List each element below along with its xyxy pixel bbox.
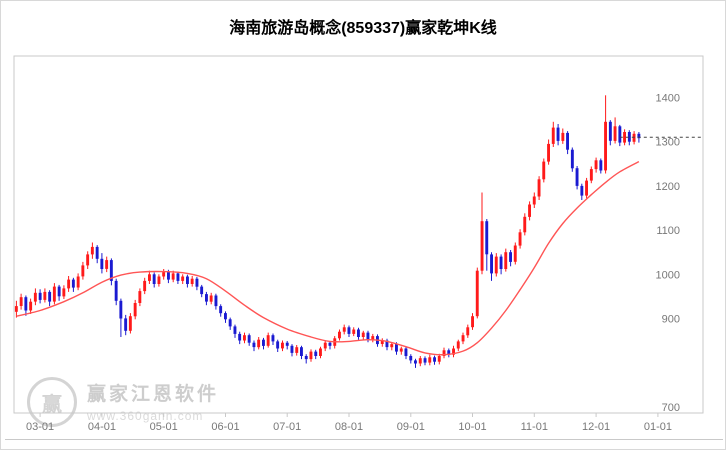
svg-text:06-01: 06-01 (211, 421, 239, 433)
svg-text:1400: 1400 (656, 93, 680, 105)
svg-text:09-01: 09-01 (397, 421, 425, 433)
svg-text:1000: 1000 (656, 269, 680, 281)
svg-text:11-01: 11-01 (521, 421, 548, 433)
svg-text:03-01: 03-01 (26, 421, 54, 433)
plot-border (13, 55, 704, 414)
watermark-logo-icon: 赢 (27, 377, 77, 427)
svg-text:01-01: 01-01 (644, 421, 672, 433)
svg-text:05-01: 05-01 (150, 421, 178, 433)
svg-text:900: 900 (662, 313, 680, 325)
svg-text:1300: 1300 (656, 137, 680, 149)
svg-text:04-01: 04-01 (88, 421, 116, 433)
svg-text:1100: 1100 (656, 225, 680, 237)
svg-text:10-01: 10-01 (458, 421, 486, 433)
x-axis-labels: 03-01 04-01 05-01 06-01 07-01 08-01 09-01 10-01… (26, 413, 672, 433)
ma-line (16, 160, 640, 356)
chart-title: 海南旅游岛概念(859337)赢家乾坤K线 (229, 20, 497, 37)
watermark-brand: 赢家江恩软件 (87, 384, 220, 405)
svg-text:07-01: 07-01 (273, 421, 301, 433)
y-axis-labels: 700 900 1000 1100 1200 1300 1400 (656, 93, 680, 414)
svg-text:1200: 1200 (656, 181, 680, 193)
svg-text:12-01: 12-01 (582, 421, 610, 433)
candles-layer (14, 95, 641, 368)
svg-text:08-01: 08-01 (335, 421, 363, 433)
svg-text:700: 700 (662, 402, 680, 414)
